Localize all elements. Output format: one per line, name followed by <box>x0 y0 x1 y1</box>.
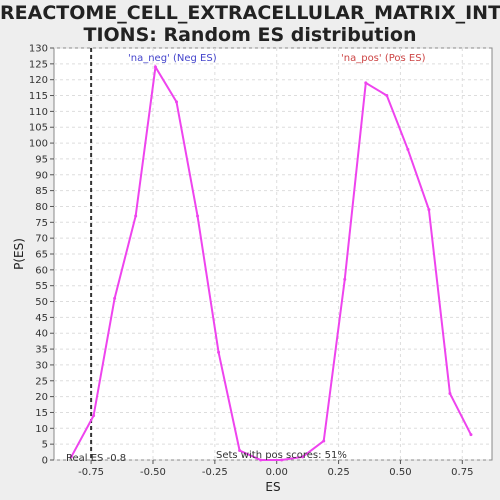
y-tick-label-7: 35 <box>35 345 48 356</box>
series-point-3 <box>134 214 137 217</box>
y-tick-label-13: 65 <box>35 250 48 261</box>
series-point-7 <box>217 351 220 354</box>
y-tick-label-14: 70 <box>35 234 48 245</box>
x-axis-ticks: -0.75 -0.50 -0.25 0.00 0.25 0.50 0.75 <box>78 460 473 478</box>
y-tick-label-18: 90 <box>35 170 48 181</box>
y-tick-label-19: 95 <box>35 154 48 165</box>
series-point-18 <box>448 392 451 395</box>
x-tick-label-5: 0.50 <box>389 467 411 478</box>
series-point-15 <box>385 94 388 97</box>
y-tick-label-23: 115 <box>29 91 48 102</box>
y-tick-label-10: 50 <box>35 297 48 308</box>
y-tick-label-12: 60 <box>35 265 48 276</box>
y-tick-label-6: 30 <box>35 360 48 371</box>
y-tick-label-17: 85 <box>35 186 48 197</box>
x-tick-label-6: 0.75 <box>451 467 473 478</box>
y-tick-label-11: 55 <box>35 281 48 292</box>
y-tick-label-26: 130 <box>29 44 48 55</box>
series-point-1 <box>92 414 95 417</box>
x-tick-label-3: 0.00 <box>266 467 288 478</box>
y-tick-label-1: 5 <box>42 440 48 451</box>
y-tick-label-24: 120 <box>29 75 48 86</box>
series-point-13 <box>343 278 346 281</box>
series-point-17 <box>427 208 430 211</box>
y-tick-label-9: 45 <box>35 313 48 324</box>
y-tick-label-5: 25 <box>35 376 48 387</box>
series-point-12 <box>322 439 325 442</box>
x-tick-label-1: -0.50 <box>140 467 166 478</box>
x-tick-label-2: -0.25 <box>202 467 228 478</box>
y-tick-label-8: 40 <box>35 329 48 340</box>
series-point-4 <box>154 66 157 69</box>
series-point-5 <box>175 100 178 103</box>
y-tick-label-15: 75 <box>35 218 48 229</box>
y-tick-label-25: 125 <box>29 59 48 70</box>
real-es-label: Real ES -0.8 <box>66 453 126 464</box>
y-tick-label-3: 15 <box>35 408 48 419</box>
y-tick-label-22: 110 <box>29 107 48 118</box>
neg-es-label: 'na_neg' (Neg ES) <box>128 53 217 64</box>
y-tick-label-2: 10 <box>35 424 48 435</box>
y-tick-label-21: 105 <box>29 123 48 134</box>
series-point-19 <box>469 433 472 436</box>
y-tick-label-20: 100 <box>29 139 48 150</box>
y-axis-label: P(ES) <box>12 238 26 270</box>
y-tick-label-0: 0 <box>42 456 48 467</box>
y-tick-label-4: 20 <box>35 392 48 403</box>
series-point-2 <box>113 297 116 300</box>
y-axis-ticks: 0 5 10 15 20 25 30 35 40 45 50 55 60 65 70 75 80 85 90 95 10… <box>29 44 54 467</box>
y-tick-label-16: 80 <box>35 202 48 213</box>
x-tick-label-4: 0.25 <box>327 467 349 478</box>
x-axis-label: ES <box>265 480 280 494</box>
pos-scores-label: Sets with pos scores: 51% <box>216 450 347 461</box>
series-point-6 <box>196 214 199 217</box>
series-point-14 <box>364 81 367 84</box>
pos-es-label: 'na_pos' (Pos ES) <box>341 53 426 64</box>
x-tick-label-0: -0.75 <box>78 467 104 478</box>
series-point-16 <box>406 148 409 151</box>
